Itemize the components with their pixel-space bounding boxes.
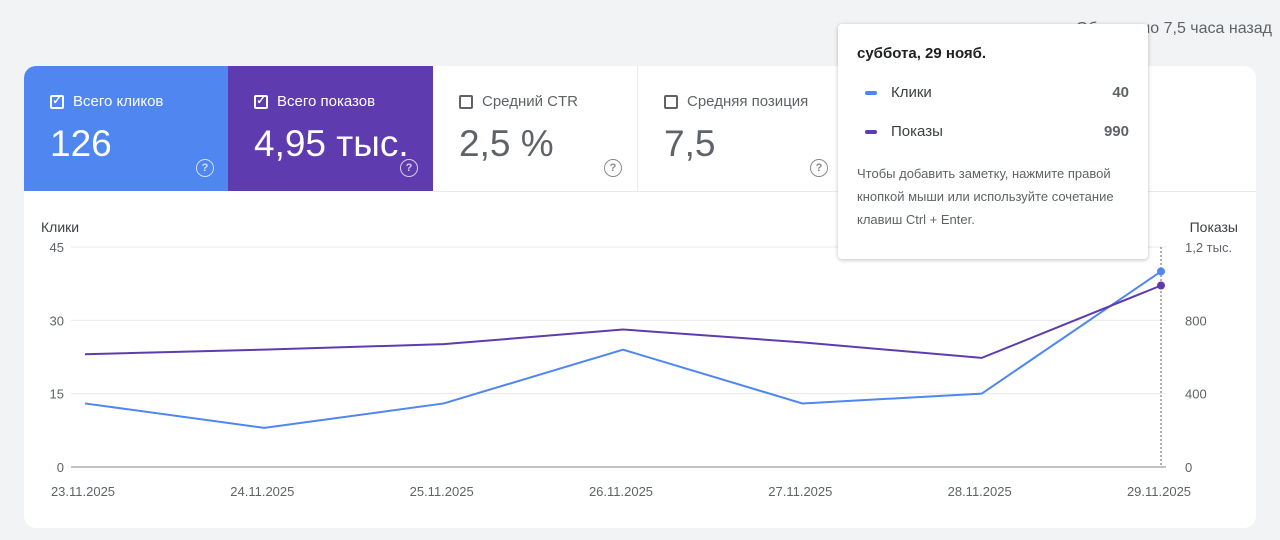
- tile-label: Всего кликов: [73, 93, 164, 110]
- checkbox-unchecked-icon[interactable]: [459, 94, 473, 109]
- tooltip-row-label: Показы: [891, 123, 943, 140]
- checkbox-checked-icon[interactable]: ✓: [254, 94, 268, 109]
- checkbox-unchecked-icon[interactable]: [664, 94, 678, 109]
- tile-label: Всего показов: [277, 93, 376, 110]
- tile-value: 4,95 тыс.: [254, 123, 409, 164]
- performance-card: ✓ Всего кликов 126 ? ✓ Всего показов 4,95 …: [24, 66, 1256, 528]
- y-tick-label-left: 30: [50, 313, 64, 328]
- y-tick-label-left: 0: [57, 460, 64, 475]
- x-tick-label: 29.11.2025: [1127, 484, 1191, 499]
- checkbox-checked-icon[interactable]: ✓: [50, 94, 64, 109]
- tile-total-clicks[interactable]: ✓ Всего кликов 126 ?: [24, 66, 229, 191]
- help-icon[interactable]: ?: [810, 159, 828, 177]
- series-line-impressions: [84, 284, 1162, 359]
- y-tick-label-right: 400: [1185, 387, 1207, 402]
- tooltip-row-clicks: Клики 40: [857, 84, 1129, 101]
- x-tick-label: 25.11.2025: [410, 484, 474, 499]
- series-line-clicks: [84, 270, 1162, 429]
- y-axis-title-left: Клики: [41, 219, 79, 235]
- metric-tiles: ✓ Всего кликов 126 ? ✓ Всего показов 4,95 …: [24, 66, 1256, 191]
- performance-chart[interactable]: Клики Показы 0 0 15 400 30 800 45 1,2 тыс. 23.11.2…: [24, 66, 1256, 528]
- x-tick-label: 24.11.2025: [230, 484, 294, 499]
- tile-label: Средняя позиция: [687, 93, 809, 110]
- tile-value: 7,5: [664, 123, 716, 164]
- tooltip-date: суббота, 29 нояб.: [857, 45, 987, 62]
- x-tick-label: 27.11.2025: [768, 484, 832, 499]
- tile-value: 2,5 %: [459, 123, 554, 164]
- clicks-legend-icon: [865, 90, 877, 95]
- tooltip-row-value: 40: [1112, 84, 1129, 101]
- x-tick-label: 28.11.2025: [948, 484, 1012, 499]
- help-icon[interactable]: ?: [400, 159, 418, 177]
- tooltip-note: Чтобы добавить заметку, нажмите правой к…: [857, 166, 1114, 227]
- tile-average-position[interactable]: Средняя позиция 7,5 ?: [638, 66, 843, 191]
- y-tick-label-left: 15: [50, 387, 64, 402]
- tooltip-row-label: Клики: [891, 84, 932, 101]
- help-icon[interactable]: ?: [196, 159, 214, 177]
- tile-total-impressions[interactable]: ✓ Всего показов 4,95 тыс. ?: [228, 66, 433, 191]
- y-tick-label-left: 45: [50, 240, 64, 255]
- data-point-impressions: [1157, 281, 1165, 290]
- y-axis-title-right: Показы: [1190, 219, 1238, 235]
- help-icon[interactable]: ?: [604, 159, 622, 177]
- chart-tooltip: суббота, 29 нояб. Клики 40 Показы 990 Чт…: [838, 24, 1148, 259]
- tile-average-ctr[interactable]: Средний CTR 2,5 % ?: [433, 66, 638, 191]
- y-tick-label-right: 1,2 тыс.: [1185, 240, 1232, 255]
- tile-label: Средний CTR: [482, 93, 578, 110]
- tooltip-row-impressions: Показы 990: [857, 123, 1129, 140]
- x-tick-label: 26.11.2025: [589, 484, 653, 499]
- tooltip-row-value: 990: [1103, 123, 1129, 140]
- y-tick-label-right: 800: [1185, 313, 1207, 328]
- data-point-clicks: [1157, 267, 1165, 276]
- x-tick-label: 23.11.2025: [51, 484, 115, 499]
- y-tick-label-right: 0: [1185, 460, 1192, 475]
- tile-value: 126: [50, 123, 112, 164]
- impressions-legend-icon: [865, 129, 877, 134]
